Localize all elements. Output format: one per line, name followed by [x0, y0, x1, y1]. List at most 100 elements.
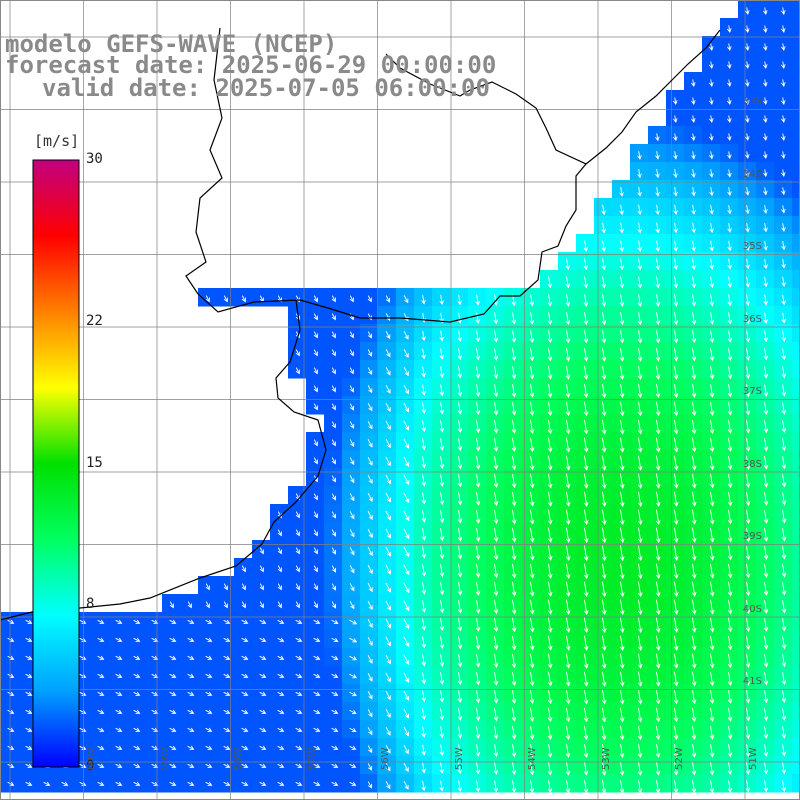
wind-arrow	[529, 744, 535, 758]
wind-arrow	[565, 545, 571, 562]
wind-arrow	[277, 601, 282, 609]
wind-arrow	[43, 781, 51, 786]
wind-arrow	[583, 599, 589, 616]
wind-cell	[792, 252, 800, 271]
wind-arrow	[637, 563, 643, 580]
wind-arrow	[439, 384, 445, 397]
wind-arrow	[367, 421, 373, 430]
wind-arrow	[762, 7, 768, 15]
wind-arrow	[709, 689, 715, 705]
wind-cell	[792, 702, 800, 721]
wind-arrow	[726, 61, 732, 69]
wind-arrow	[763, 762, 769, 775]
wind-arrow	[547, 294, 553, 307]
wind-arrow	[475, 294, 481, 306]
wind-arrow	[619, 455, 625, 471]
wind-arrow	[655, 186, 660, 197]
wind-arrow	[493, 780, 499, 793]
wind-arrow	[295, 619, 303, 624]
wind-arrow	[691, 294, 697, 307]
wind-arrow	[349, 439, 355, 448]
wind-arrow	[295, 727, 303, 732]
wind-arrow	[583, 617, 589, 634]
wind-arrow	[7, 655, 15, 660]
wind-arrow	[691, 473, 697, 489]
wind-arrow	[565, 276, 571, 289]
wind-cell	[792, 540, 800, 559]
wind-arrow	[421, 564, 427, 577]
wind-arrow	[385, 331, 391, 340]
wind-arrow	[763, 402, 769, 416]
wind-arrow	[744, 79, 750, 87]
wind-arrow	[133, 763, 141, 768]
wind-arrow	[637, 276, 643, 289]
wind-arrow	[421, 420, 427, 433]
wind-arrow	[241, 601, 246, 609]
wind-arrow	[349, 295, 354, 303]
wind-arrow	[565, 780, 571, 794]
wind-arrow	[763, 563, 769, 578]
wind-arrow	[780, 169, 786, 177]
wind-arrow	[673, 581, 679, 598]
wind-arrow	[331, 529, 337, 537]
wind-arrow	[655, 151, 660, 160]
wind-arrow	[403, 636, 410, 648]
wind-arrow	[565, 527, 571, 544]
wind-arrow	[637, 312, 643, 326]
wind-arrow	[331, 421, 336, 429]
wind-arrow	[745, 581, 751, 597]
wind-arrow	[475, 366, 481, 379]
wind-arrow	[475, 744, 481, 757]
wind-arrow	[709, 204, 714, 215]
wind-arrow	[583, 276, 589, 289]
wind-arrow	[762, 133, 768, 141]
wind-arrow	[97, 745, 105, 750]
wind-arrow	[259, 601, 264, 609]
wind-arrow	[745, 509, 751, 525]
wind-arrow	[385, 690, 391, 701]
wind-arrow	[7, 637, 15, 642]
wind-arrow	[313, 583, 318, 591]
wind-arrow	[619, 780, 625, 794]
wind-arrow	[565, 473, 571, 489]
wind-arrow	[780, 43, 786, 51]
wind-arrow	[421, 672, 427, 685]
wind-arrow	[547, 563, 553, 579]
wind-arrow	[385, 349, 391, 358]
wind-arrow	[763, 780, 769, 793]
wind-arrow	[97, 673, 105, 678]
wind-arrow	[439, 600, 445, 614]
wind-arrow	[169, 601, 174, 609]
wind-cell	[792, 324, 800, 343]
wind-arrow	[619, 437, 625, 453]
wind-arrow	[780, 79, 786, 87]
wind-arrow	[744, 115, 750, 123]
wind-arrow	[115, 619, 123, 624]
wind-arrow	[295, 367, 300, 375]
wind-arrow	[709, 330, 715, 344]
wind-arrow	[763, 527, 769, 542]
wind-arrow	[673, 762, 679, 776]
wind-arrow	[745, 726, 751, 740]
wind-arrow	[421, 348, 426, 360]
wind-arrow	[241, 709, 249, 714]
wind-arrow	[781, 205, 786, 214]
wind-arrow	[475, 581, 481, 596]
wind-arrow	[241, 781, 249, 786]
wind-arrow	[601, 527, 607, 544]
wind-arrow	[727, 689, 733, 704]
wind-arrow	[133, 619, 141, 624]
wind-arrow	[655, 743, 661, 759]
wind-arrow	[781, 294, 786, 306]
wind-arrow	[709, 419, 715, 435]
wind-arrow	[601, 347, 607, 362]
wind-arrow	[601, 599, 607, 616]
wind-arrow	[763, 473, 769, 488]
wind-arrow	[277, 691, 285, 696]
wind-arrow	[385, 708, 391, 719]
wind-arrow	[349, 601, 355, 610]
wind-arrow	[727, 491, 733, 507]
wind-arrow	[565, 581, 571, 598]
wind-arrow	[637, 204, 642, 216]
